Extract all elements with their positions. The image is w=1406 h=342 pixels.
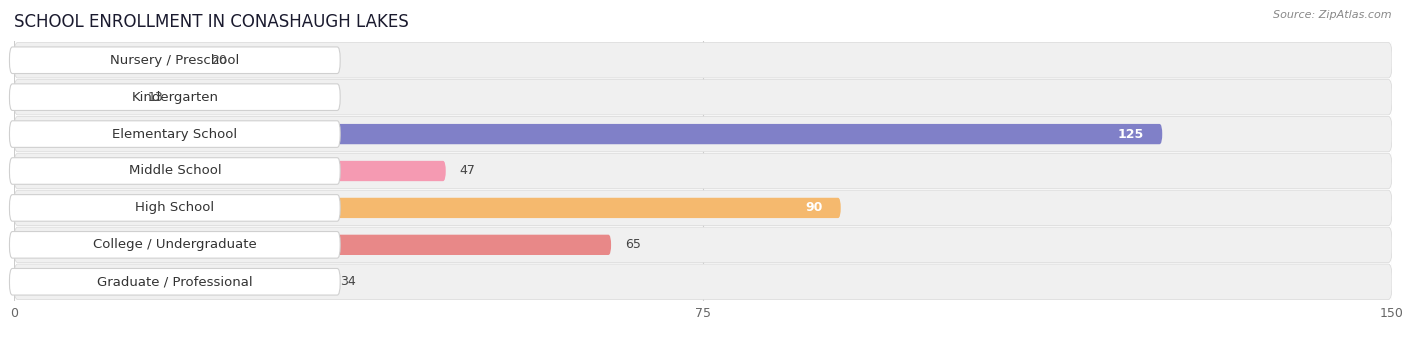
FancyBboxPatch shape	[10, 84, 340, 110]
FancyBboxPatch shape	[14, 87, 134, 107]
FancyBboxPatch shape	[14, 124, 1163, 144]
FancyBboxPatch shape	[14, 116, 1392, 152]
Text: High School: High School	[135, 201, 214, 214]
Text: 65: 65	[624, 238, 641, 251]
Text: 34: 34	[340, 275, 356, 288]
Text: SCHOOL ENROLLMENT IN CONASHAUGH LAKES: SCHOOL ENROLLMENT IN CONASHAUGH LAKES	[14, 13, 409, 31]
FancyBboxPatch shape	[14, 153, 1392, 189]
Text: 125: 125	[1118, 128, 1144, 141]
FancyBboxPatch shape	[10, 47, 340, 74]
Text: 13: 13	[148, 91, 163, 104]
FancyBboxPatch shape	[14, 264, 1392, 300]
Text: 90: 90	[806, 201, 823, 214]
FancyBboxPatch shape	[14, 161, 446, 181]
Text: 20: 20	[211, 54, 228, 67]
Text: Graduate / Professional: Graduate / Professional	[97, 275, 253, 288]
Text: Source: ZipAtlas.com: Source: ZipAtlas.com	[1274, 10, 1392, 20]
Text: College / Undergraduate: College / Undergraduate	[93, 238, 257, 251]
FancyBboxPatch shape	[14, 79, 1392, 115]
Text: Elementary School: Elementary School	[112, 128, 238, 141]
FancyBboxPatch shape	[10, 232, 340, 258]
FancyBboxPatch shape	[14, 272, 326, 292]
FancyBboxPatch shape	[14, 42, 1392, 78]
FancyBboxPatch shape	[14, 198, 841, 218]
FancyBboxPatch shape	[14, 227, 1392, 263]
FancyBboxPatch shape	[10, 195, 340, 221]
Text: Kindergarten: Kindergarten	[131, 91, 218, 104]
FancyBboxPatch shape	[14, 190, 1392, 226]
FancyBboxPatch shape	[14, 235, 612, 255]
FancyBboxPatch shape	[10, 268, 340, 295]
FancyBboxPatch shape	[10, 158, 340, 184]
Text: Nursery / Preschool: Nursery / Preschool	[110, 54, 239, 67]
Text: 47: 47	[460, 165, 475, 177]
FancyBboxPatch shape	[14, 50, 198, 70]
FancyBboxPatch shape	[10, 121, 340, 147]
Text: Middle School: Middle School	[128, 165, 221, 177]
